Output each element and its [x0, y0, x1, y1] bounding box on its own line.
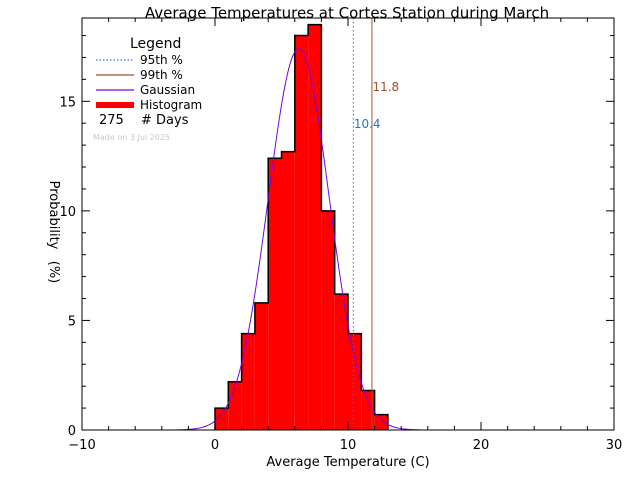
histogram-bar: [228, 381, 242, 430]
x-tick-label: 10: [340, 438, 357, 453]
x-tick-label: −10: [68, 438, 95, 453]
histogram-bar: [321, 210, 335, 430]
x-axis-label: Average Temperature (C): [266, 455, 429, 470]
chart-title: Average Temperatures at Cortes Station d…: [145, 4, 549, 22]
x-axis: −10 0 10 20 30: [68, 18, 622, 453]
y-axis-unit: (%): [46, 261, 61, 284]
y-axis-label: Probability: [46, 181, 61, 250]
histogram-bar: [268, 158, 282, 431]
y-tick-label: 10: [59, 205, 76, 220]
legend-99th-label: 99th %: [140, 68, 183, 82]
legend-histogram-label: Histogram: [140, 98, 202, 112]
histogram-bar: [308, 24, 322, 431]
histogram-bar: [254, 302, 269, 430]
histogram-bar: [348, 333, 362, 430]
x-tick-label: 20: [473, 438, 490, 453]
histogram-bar: [374, 414, 388, 430]
legend-day-count: 275: [99, 113, 124, 128]
histogram-bar: [361, 390, 375, 430]
histogram-bar: [281, 151, 295, 430]
y-tick-label: 5: [68, 314, 76, 329]
gaussian-curve: [176, 48, 422, 431]
y-tick-label: 0: [68, 424, 76, 439]
x-tick-label: 0: [211, 438, 219, 453]
plot-area: 10.4 11.8: [176, 18, 422, 431]
histogram-bar: [241, 333, 255, 430]
y-tick-label: 15: [59, 95, 76, 110]
legend-95th-label: 95th %: [140, 53, 183, 67]
legend-title: Legend: [130, 36, 181, 52]
percentile-label: 10.4: [354, 117, 381, 131]
histogram-bar: [294, 35, 309, 430]
histogram-outline: [214, 23, 389, 430]
percentile-label: 11.8: [372, 80, 399, 94]
legend-gaussian-label: Gaussian: [140, 83, 195, 97]
histogram-bar: [334, 294, 348, 430]
y-axis: 0 5 10 15: [59, 35, 614, 439]
legend-day-count-label: # Days: [141, 113, 189, 128]
watermark: Made on 3 Jul 2025: [93, 133, 170, 142]
legend: Legend 95th % 99th % Gaussian Histogram …: [93, 36, 202, 142]
x-tick-label: 30: [606, 438, 623, 453]
histogram-bar: [215, 408, 229, 430]
